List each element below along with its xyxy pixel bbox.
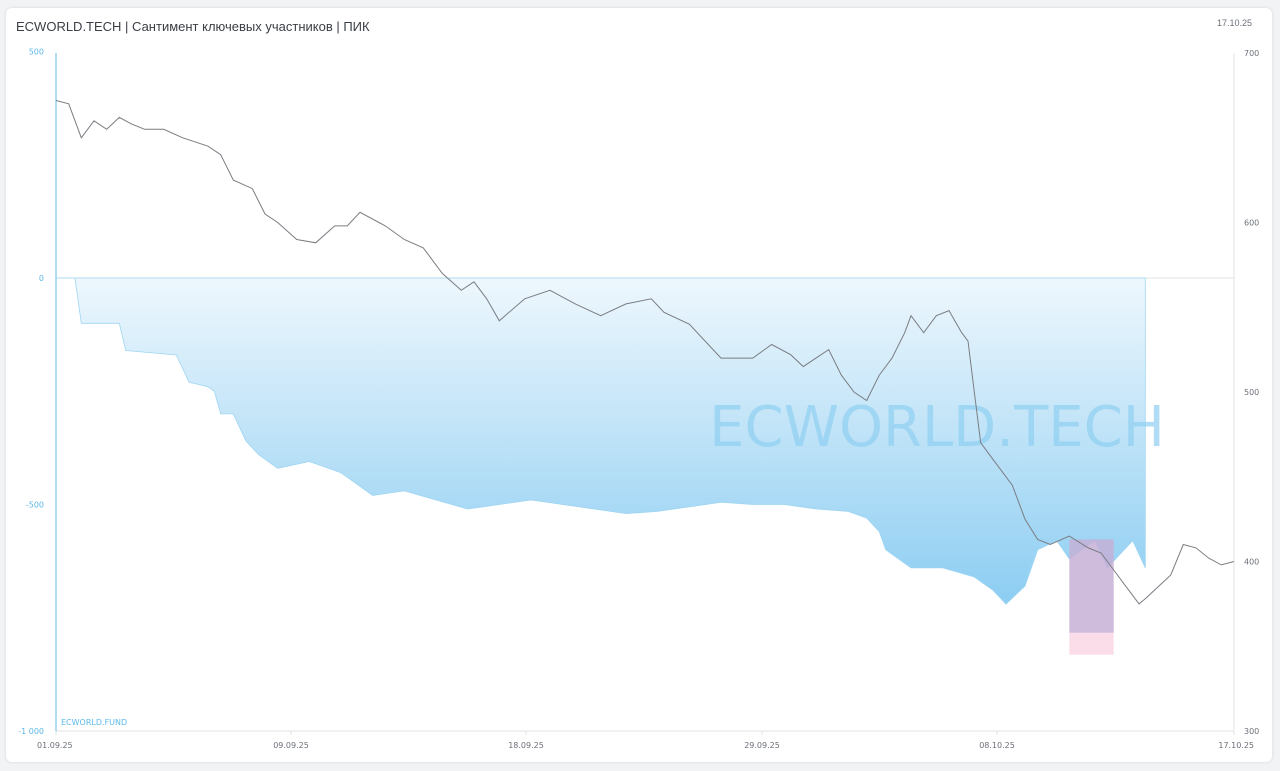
- source-label: ECWORLD.FUND: [61, 718, 127, 727]
- x-tick: 01.09.25: [37, 741, 73, 750]
- x-tick: 17.10.25: [1218, 741, 1254, 750]
- y-left-tick: 0: [39, 274, 44, 283]
- y-left-tick: 500: [29, 48, 44, 57]
- price-line: [55, 100, 1235, 605]
- date-label: 17.10.25: [1216, 18, 1252, 28]
- y-right-tick: 500: [1244, 388, 1259, 397]
- y-right-tick: 700: [1244, 49, 1259, 58]
- x-tick: 29.09.25: [744, 741, 780, 750]
- x-tick: 09.09.25: [273, 741, 309, 750]
- y-right-tick: 300: [1244, 727, 1259, 736]
- x-tick: 08.10.25: [979, 741, 1015, 750]
- sentiment-area: [56, 277, 1146, 605]
- y-right-tick: 400: [1244, 558, 1259, 567]
- x-tick: 18.09.25: [508, 741, 544, 750]
- y-left-tick: -1 000: [18, 727, 44, 736]
- y-right-tick: 600: [1244, 219, 1259, 228]
- y-left-tick: -500: [26, 501, 44, 510]
- watermark: ECWORLD.TECH: [709, 395, 1165, 460]
- chart-title: ECWORLD.TECH | Сантимент ключевых участн…: [16, 19, 370, 34]
- highlight-blue: [1069, 539, 1114, 633]
